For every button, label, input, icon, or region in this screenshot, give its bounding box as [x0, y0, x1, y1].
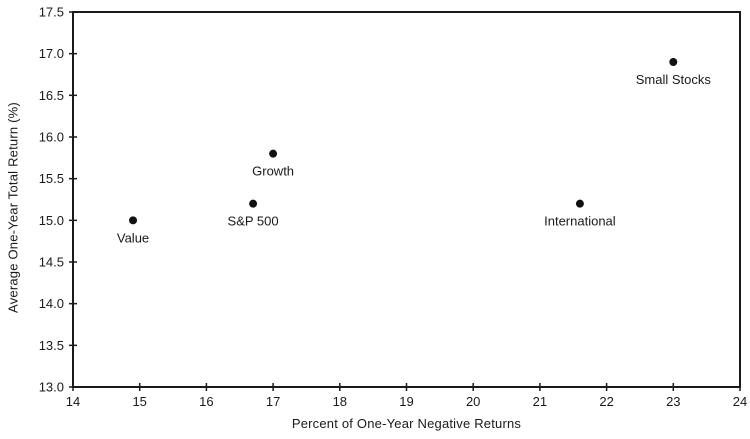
x-tick-label: 24: [733, 394, 747, 409]
y-tick-label: 15.5: [39, 171, 64, 186]
y-tick-label: 14.5: [39, 255, 64, 270]
data-point: [129, 216, 138, 225]
data-point-label: Growth: [252, 164, 294, 179]
x-tick-label: 18: [333, 394, 347, 409]
data-point: [249, 199, 258, 208]
plot-frame: [72, 11, 741, 388]
x-tick-label: 21: [533, 394, 547, 409]
y-tick-label: 13.0: [39, 380, 64, 395]
data-point-label: International: [544, 214, 616, 229]
x-tick-label: 19: [399, 394, 413, 409]
data-point: [669, 58, 678, 66]
y-tick-label: 14.0: [39, 296, 64, 311]
data-point: [269, 149, 278, 158]
y-axis-title-text: Average One-Year Total Return (%): [5, 102, 21, 313]
y-tick-label: 16.0: [39, 130, 64, 145]
x-tick-label: 16: [199, 394, 213, 409]
data-point: [575, 199, 584, 208]
x-tick-label: 15: [132, 394, 146, 409]
y-tick-label: 16.5: [39, 88, 64, 103]
x-tick-label: 17: [266, 394, 280, 409]
y-tick-label: 17.5: [39, 5, 64, 20]
y-tick-label: 13.5: [39, 338, 64, 353]
x-axis-title: Percent of One-Year Negative Returns: [291, 416, 522, 431]
data-point-label: Value: [117, 230, 149, 245]
x-tick-label: 14: [66, 394, 80, 409]
x-tick-label: 20: [466, 394, 480, 409]
data-point-label: S&P 500: [228, 214, 279, 229]
y-tick-label: 15.0: [39, 213, 64, 228]
x-tick-label: 22: [599, 394, 613, 409]
x-tick-label: 23: [666, 394, 680, 409]
data-point-label: Small Stocks: [636, 72, 712, 87]
y-tick-label: 17.0: [39, 46, 64, 61]
